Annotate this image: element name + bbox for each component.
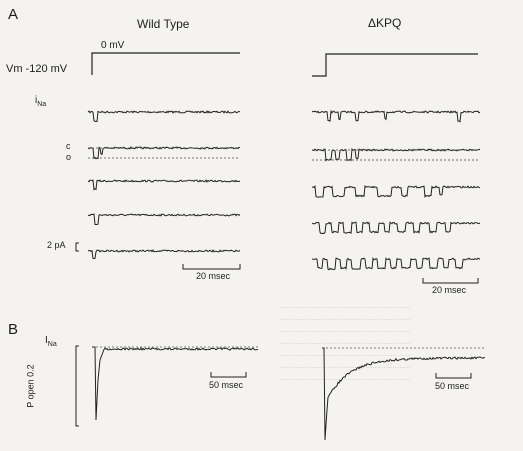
bleed-through-text: ........................................…: [280, 300, 411, 310]
dkpq-time-scale-label: 20 msec: [432, 285, 467, 295]
bleed-through-text: ........................................…: [280, 312, 411, 322]
dkpq-ensemble-time-scale-bar: [435, 373, 472, 379]
wt-ensemble-current: [92, 346, 259, 421]
wt-trace-1: [87, 110, 241, 123]
bleed-through-text: ........................................…: [280, 324, 411, 334]
closed-state-label: c: [66, 141, 71, 151]
current-symbol: i: [35, 95, 38, 106]
holding-potential-label: Vm -120 mV: [6, 63, 68, 75]
panel-a-letter: A: [8, 6, 19, 23]
dkpq-single-channel-traces: [311, 109, 481, 271]
bleed-through-text: ........................................…: [280, 360, 411, 370]
wt-ensemble-time-scale-label: 50 msec: [209, 380, 244, 390]
wt-ensemble-time-scale-bar: [210, 372, 247, 378]
open-state-label: o: [66, 152, 72, 162]
p-open-axis-label: P open 0.2: [25, 364, 36, 408]
wt-trace-5: [87, 249, 241, 260]
single-channel-current-label: iNa: [35, 95, 47, 109]
wt-voltage-protocol: [91, 52, 240, 75]
dkpq-time-scale-bar: [422, 278, 479, 284]
dkpq-trace-1: [311, 109, 481, 123]
ensemble-current-subscript: Na: [47, 341, 57, 348]
p-open-scale-bracket: [75, 345, 79, 427]
ensemble-current-symbol: I: [45, 335, 48, 346]
panel-b-letter: B: [8, 321, 19, 338]
wt-trace-2: [87, 146, 241, 160]
dkpq-trace-2: [311, 147, 481, 162]
wt-single-channel-traces: [87, 110, 241, 260]
bleed-through-text: ........................................…: [280, 348, 411, 358]
wt-trace-4: [87, 213, 241, 225]
voltage-step-label: 0 mV: [101, 40, 125, 51]
wt-trace-3: [87, 179, 241, 191]
dkpq-title: ΔKPQ: [368, 16, 402, 30]
dkpq-trace-3: [312, 184, 481, 198]
ensemble-current-label: INa: [45, 335, 57, 349]
dkpq-ensemble-time-scale-label: 50 msec: [435, 381, 470, 391]
bleed-through-text: ........................................…: [280, 336, 411, 346]
dkpq-voltage-protocol: [312, 53, 478, 77]
amp-scale-bracket: [75, 242, 79, 252]
dkpq-ensemble-current: [322, 347, 485, 441]
wt-time-scale-label: 20 msec: [196, 271, 231, 281]
current-subscript: Na: [37, 101, 47, 108]
wt-time-scale-bar: [182, 264, 241, 270]
wild-type-title: Wild Type: [137, 17, 190, 31]
amp-scale-label: 2 pA: [47, 240, 66, 250]
dkpq-trace-5: [311, 256, 481, 271]
dkpq-trace-4: [311, 221, 481, 235]
